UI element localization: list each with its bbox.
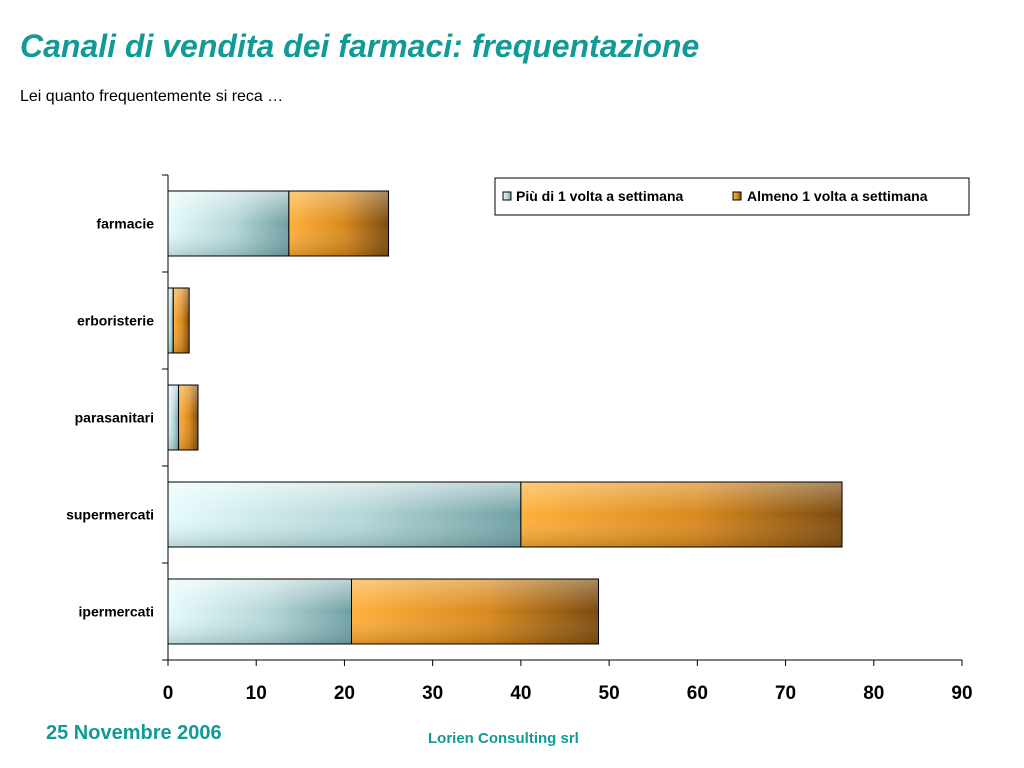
legend-label-2: Almeno 1 volta a settimana xyxy=(747,188,928,204)
x-tick-label-90: 90 xyxy=(951,683,972,704)
x-tick-label-70: 70 xyxy=(775,683,796,704)
legend-label-1: Più di 1 volta a settimana xyxy=(516,188,683,204)
x-tick-label-30: 30 xyxy=(422,683,443,704)
page-subtitle: Lei quanto frequentemente si reca … xyxy=(20,88,284,105)
bar-ipermercati-series-1 xyxy=(167,578,353,645)
bar-ipermercati-series-2 xyxy=(351,578,600,645)
x-tick-label-10: 10 xyxy=(246,683,267,704)
page-title: Canali di vendita dei farmaci: frequenta… xyxy=(20,28,700,64)
x-tick-label-80: 80 xyxy=(863,683,884,704)
footer-date: 25 Novembre 2006 xyxy=(46,722,222,744)
bar-erboristerie-series-1 xyxy=(167,287,174,354)
bar-parasanitari-series-1 xyxy=(167,384,180,451)
chart-legend: Più di 1 volta a settimana Almeno 1 volta… xyxy=(494,177,970,216)
bar-supermercati-series-2 xyxy=(520,481,843,548)
category-label-supermercati: supermercati xyxy=(66,507,154,523)
x-tick-label-40: 40 xyxy=(510,683,531,704)
category-label-parasanitari: parasanitari xyxy=(75,410,154,426)
axis-layer xyxy=(162,174,963,666)
x-tick-label-0: 0 xyxy=(163,683,174,704)
footer-company: Lorien Consulting srl xyxy=(428,730,579,747)
legend-box xyxy=(494,177,970,216)
bar-farmacie-series-2 xyxy=(288,190,390,257)
category-label-farmacie: farmacie xyxy=(96,216,154,232)
x-tick-label-50: 50 xyxy=(599,683,620,704)
bar-erboristerie-series-2 xyxy=(172,287,190,354)
bar-supermercati-series-1 xyxy=(167,481,522,548)
stacked-bar-chart: farmacie erboristerie parasanitari supermer… xyxy=(66,174,973,705)
category-label-erboristerie: erboristerie xyxy=(77,313,154,329)
bar-farmacie-series-1 xyxy=(167,190,290,257)
bars-layer xyxy=(167,190,843,645)
x-tick-label-20: 20 xyxy=(334,683,355,704)
legend-swatch-1 xyxy=(502,191,512,201)
legend-swatch-2 xyxy=(732,191,742,201)
category-label-ipermercati: ipermercati xyxy=(79,604,154,620)
bar-parasanitari-series-2 xyxy=(178,384,199,451)
x-tick-label-60: 60 xyxy=(687,683,708,704)
labels-layer: farmacie erboristerie parasanitari supermer… xyxy=(66,216,973,705)
